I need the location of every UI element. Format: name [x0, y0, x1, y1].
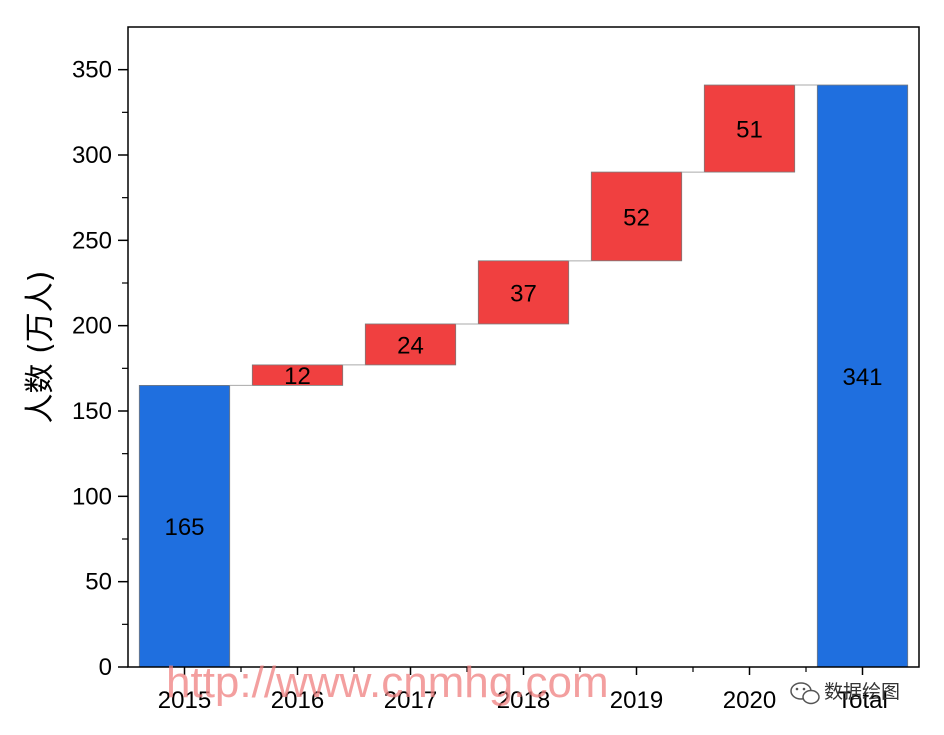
logo: 数据绘图 [790, 681, 900, 705]
x-tick-label-2018: 2018 [497, 687, 550, 714]
y-tick-label-50: 50 [85, 569, 112, 596]
data-label-2020: 51 [736, 117, 763, 144]
data-label-2015: 165 [164, 514, 204, 541]
bar-2018 [477, 260, 570, 325]
data-label-2018: 37 [510, 280, 537, 307]
x-tick-label-2019: 2019 [610, 687, 663, 714]
y-tick-label-0: 0 [99, 654, 112, 681]
y-tick-label-150: 150 [72, 398, 112, 425]
y-tick-label-100: 100 [72, 483, 112, 510]
connectors-group [229, 84, 818, 386]
x-tick-label-2020: 2020 [723, 687, 776, 714]
bar-total [816, 84, 909, 668]
y-axis: 0 50 100 150 200 250 300 350 [72, 57, 128, 681]
bar-2016 [251, 364, 344, 386]
plot-frame [127, 26, 920, 668]
bar-2020 [703, 84, 796, 173]
y-tick-label-300: 300 [72, 142, 112, 169]
data-label-2019: 52 [623, 204, 650, 231]
watermark-text: http://www.cnmhg.com [166, 658, 609, 707]
y-tick-label-350: 350 [72, 57, 112, 84]
x-axis: 2015 2016 2017 2018 2019 2020 Total [158, 667, 888, 714]
data-labels-group: 165 12 24 37 52 51 341 [164, 117, 882, 542]
bar-2015 [138, 384, 231, 668]
bar-2017 [364, 323, 457, 366]
y-axis-title: 人数 (万人) [23, 271, 58, 424]
y-tick-label-200: 200 [72, 313, 112, 340]
data-label-2016: 12 [284, 363, 311, 390]
x-tick-label-total: Total [837, 687, 888, 714]
wechat-icon [790, 682, 820, 705]
bar-2019 [590, 171, 683, 262]
x-tick-label-2015: 2015 [158, 687, 211, 714]
x-tick-label-2017: 2017 [384, 687, 437, 714]
data-label-2017: 24 [397, 332, 424, 359]
y-tick-label-250: 250 [72, 227, 112, 254]
data-label-total: 341 [842, 364, 882, 391]
bars-group [138, 84, 909, 668]
x-tick-label-2016: 2016 [271, 687, 324, 714]
logo-text: 数据绘图 [824, 681, 900, 703]
